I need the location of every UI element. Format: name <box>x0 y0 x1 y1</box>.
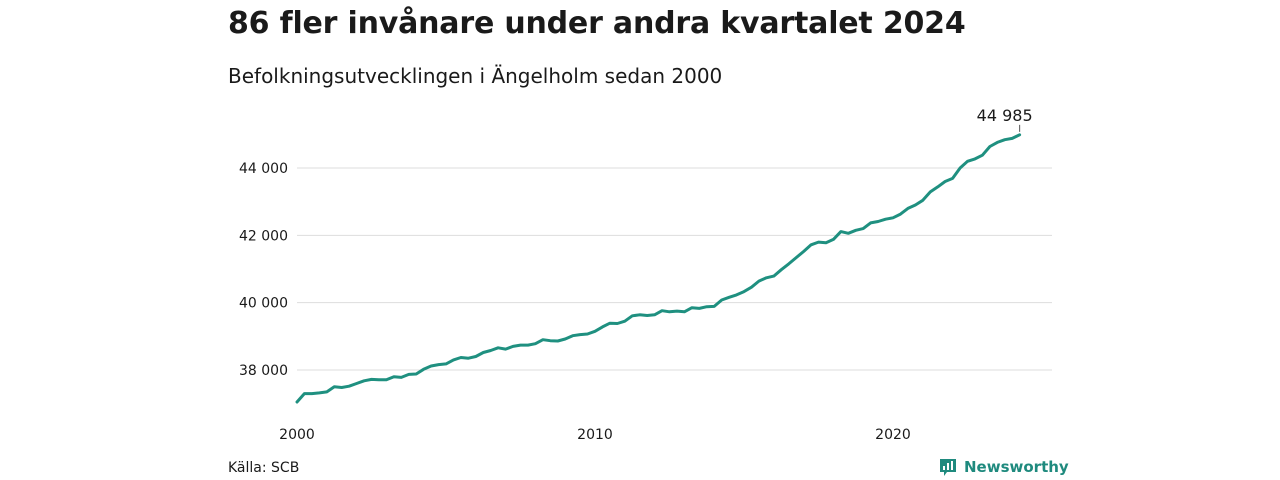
chart-subtitle: Befolkningsutvecklingen i Ängelholm seda… <box>228 64 723 88</box>
y-tick-label: 38 000 <box>239 363 288 379</box>
last-value-annotation: 44 985 <box>977 106 1033 132</box>
source-note: Källa: SCB <box>228 460 300 476</box>
x-tick-label: 2000 <box>279 427 315 443</box>
gridlines <box>297 167 1052 371</box>
series-line <box>295 133 1022 404</box>
chart-title: 86 fler invånare under andra kvartalet 2… <box>228 6 966 41</box>
y-axis-labels: 38 000 40 000 42 000 44 000 <box>239 161 288 379</box>
bar-chart-logo-icon <box>940 459 956 476</box>
series-layer <box>295 133 1022 404</box>
x-axis-labels: 2000 2010 2020 <box>279 427 911 443</box>
y-tick-label: 44 000 <box>239 161 288 177</box>
x-tick-label: 2020 <box>875 427 911 443</box>
brand-name: Newsworthy <box>964 458 1069 476</box>
x-tick-label: 2010 <box>577 427 613 443</box>
y-tick-label: 40 000 <box>239 296 288 312</box>
y-tick-label: 42 000 <box>239 228 288 244</box>
last-value-label: 44 985 <box>977 106 1033 125</box>
brand-logo: Newsworthy <box>938 457 1069 477</box>
